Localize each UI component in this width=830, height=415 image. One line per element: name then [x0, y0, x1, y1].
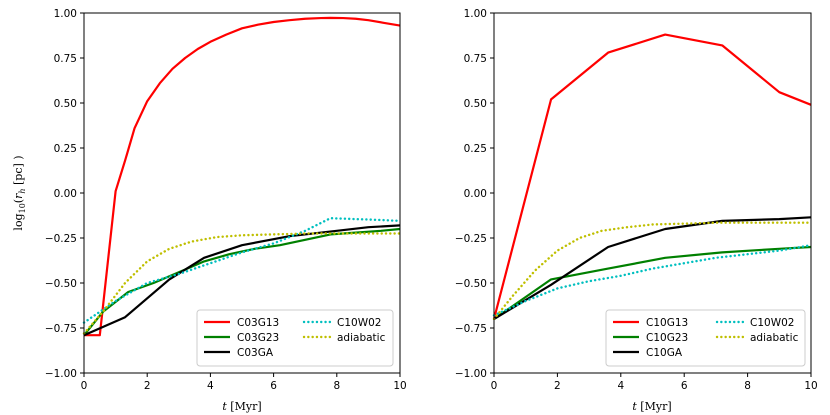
- left-y-tick-label: 0.25: [54, 143, 77, 155]
- right-legend-label-c10g23: C10G23: [646, 332, 688, 344]
- left-x-tick-label: 2: [144, 380, 151, 392]
- left-legend-box: [196, 309, 394, 367]
- right-legend-label-c10g13: C10G13: [646, 317, 688, 329]
- right-y-tick-label: 0.75: [464, 53, 487, 65]
- left-panel: 0 2 4 6 8 10 −1.00 −0.75 −0.50 −0.25 0.00 0.25 0.50 0…: [12, 8, 407, 413]
- left-series-c03g13: [84, 16, 401, 337]
- left-y-tick-label: −0.50: [45, 278, 77, 290]
- right-y-tick-label: 0.00: [464, 188, 487, 200]
- left-legend: C03G13 C03G23 C03GA C10W02 adiabatic: [196, 309, 394, 367]
- right-y-tick-label: −0.50: [455, 278, 487, 290]
- left-y-tick-label: 0.75: [54, 53, 77, 65]
- left-series-c10w02: [82, 216, 402, 324]
- left-x-axis-label: t [Myr]: [222, 400, 261, 413]
- left-x-tick-label: 8: [333, 380, 340, 392]
- right-y-tick-label: −0.25: [455, 233, 487, 245]
- right-legend-label-c10ga: C10GA: [646, 347, 683, 359]
- right-x-tick-label: 2: [554, 380, 561, 392]
- right-panel: 0 2 4 6 8 10 −1.00 −0.75 −0.50 −0.25 0.00 0.25 0.50 0…: [455, 8, 818, 413]
- right-legend-box: [605, 309, 806, 367]
- right-x-tick-label: 10: [804, 380, 817, 392]
- right-legend-label-c10w02: C10W02: [750, 317, 794, 329]
- right-y-tick-label: −1.00: [455, 368, 487, 380]
- left-y-tick-label: −0.75: [45, 323, 77, 335]
- right-legend-label-adiabatic: adiabatic: [750, 332, 799, 344]
- left-y-tick-label: 0.00: [54, 188, 77, 200]
- right-legend: C10G13 C10G23 C10GA C10W02 adiabatic: [605, 309, 806, 367]
- left-x-tick-label: 4: [207, 380, 214, 392]
- right-series-adiabatic: [492, 221, 813, 321]
- left-legend-label-c10w02: C10W02: [337, 317, 381, 329]
- left-x-tick-label: 0: [81, 380, 88, 392]
- right-y-tick-label: 0.50: [464, 98, 487, 110]
- left-ticks-layer: 0 2 4 6 8 10 −1.00 −0.75 −0.50 −0.25 0.00 0.25 0.50 0…: [45, 8, 407, 392]
- left-series-layer: [82, 16, 402, 337]
- left-x-tick-label: 6: [270, 380, 277, 392]
- left-x-tick-label: 10: [393, 380, 406, 392]
- right-y-tick-label: −0.75: [455, 323, 487, 335]
- left-y-tick-label: −1.00: [45, 368, 77, 380]
- right-series-c10g23: [493, 245, 812, 320]
- right-series-c10g13: [492, 33, 812, 320]
- left-series-adiabatic: [82, 232, 402, 335]
- right-y-tick-label: 1.00: [464, 8, 487, 20]
- right-x-tick-label: 0: [491, 380, 498, 392]
- right-y-tick-label: 0.25: [464, 143, 487, 155]
- left-series-c03ga: [83, 224, 401, 337]
- left-y-axis-label: log10(rh [pc] ): [12, 155, 27, 230]
- right-series-layer: [492, 33, 813, 321]
- left-y-tick-label: 1.00: [54, 8, 77, 20]
- right-x-tick-label: 4: [617, 380, 624, 392]
- right-x-axis-label: t [Myr]: [632, 400, 671, 413]
- right-series-c10ga: [493, 216, 812, 320]
- left-legend-label-c03g13: C03G13: [237, 317, 279, 329]
- right-x-tick-label: 8: [744, 380, 751, 392]
- right-x-tick-label: 6: [681, 380, 688, 392]
- right-ticks-layer: 0 2 4 6 8 10 −1.00 −0.75 −0.50 −0.25 0.00 0.25 0.50 0…: [455, 8, 818, 392]
- left-y-tick-label: −0.25: [45, 233, 77, 245]
- left-y-tick-label: 0.50: [54, 98, 77, 110]
- left-legend-label-c03ga: C03GA: [237, 347, 274, 359]
- left-legend-label-adiabatic: adiabatic: [337, 332, 386, 344]
- left-legend-label-c03g23: C03G23: [237, 332, 279, 344]
- right-series-c10w02: [492, 243, 813, 317]
